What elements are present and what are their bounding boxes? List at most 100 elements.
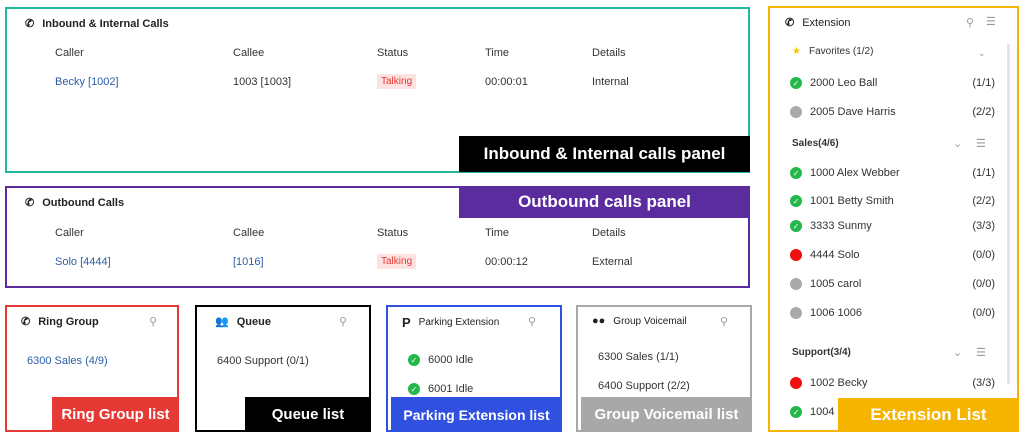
busy-icon	[790, 377, 802, 389]
offline-icon	[790, 278, 802, 290]
panel-title: Parking Extension	[418, 317, 500, 328]
call-details: External	[592, 256, 633, 268]
outbound-panel-label: Outbound calls panel	[459, 186, 750, 218]
call-details: Internal	[592, 76, 629, 88]
extension-list-label: Extension List	[838, 398, 1019, 432]
extension-item[interactable]: 1002 Becky	[790, 377, 867, 389]
item-label: 6001 Idle	[428, 383, 474, 395]
ring-group-label: Ring Group list	[52, 397, 179, 432]
header-status: Status	[377, 47, 409, 59]
phone-icon: ✆	[25, 18, 35, 30]
extension-panel: ✆ Extension ⚲ ☰ ★ Favorites (1/2) ⌄ Sales(…	[768, 6, 1019, 432]
search-icon[interactable]: ⚲	[528, 316, 537, 328]
inbound-panel-label: Inbound & Internal calls panel	[459, 136, 750, 172]
list-item[interactable]: ✓ 6000 Idle	[408, 354, 473, 366]
menu-icon[interactable]: ☰	[976, 138, 986, 150]
phone-icon: ✆	[785, 17, 795, 29]
header-callee: Callee	[233, 227, 265, 239]
extension-name: 4444 Solo	[810, 249, 860, 261]
extension-name: 1006 1006	[810, 307, 862, 319]
call-time: 00:00:12	[485, 256, 528, 268]
extension-name: 2000 Leo Ball	[810, 77, 878, 89]
extension-count: (1/1)	[972, 167, 995, 179]
extension-item[interactable]: 4444 Solo	[790, 249, 860, 261]
header-time: Time	[485, 227, 510, 239]
scrollbar[interactable]	[1007, 44, 1010, 384]
extension-name: 2005 Dave Harris	[810, 106, 896, 118]
extension-count: (0/0)	[972, 278, 995, 290]
users-icon: 👥	[215, 316, 229, 328]
header-details: Details	[592, 47, 626, 59]
offline-icon	[790, 307, 802, 319]
parking-icon: P	[402, 315, 411, 330]
call-callee: 1003 [1003]	[233, 76, 292, 88]
extension-item[interactable]: ✓ 2000 Leo Ball	[790, 77, 877, 89]
extension-count: (0/0)	[972, 307, 995, 319]
panel-title: Outbound Calls	[42, 196, 125, 209]
voicemail-icon: ●●	[592, 315, 606, 327]
extension-count: (0/0)	[972, 249, 995, 261]
header-caller: Caller	[55, 227, 84, 239]
chevron-down-icon[interactable]: ⌄	[953, 138, 963, 150]
chevron-down-icon[interactable]: ⌄	[953, 347, 963, 359]
sales-group[interactable]: Sales(4/6)	[792, 138, 839, 149]
search-icon[interactable]: ⚲	[149, 316, 158, 328]
header-callee: Callee	[233, 47, 265, 59]
inbound-calls-panel: ✆ Inbound & Internal Calls Caller Callee …	[5, 7, 750, 173]
available-icon: ✓	[790, 406, 802, 418]
extension-item[interactable]: ✓ 1000 Alex Webber	[790, 167, 900, 179]
list-item[interactable]: 6400 Support (0/1)	[217, 355, 309, 367]
call-caller[interactable]: Solo [4444]	[55, 256, 111, 268]
extension-item[interactable]: ✓ 1001 Betty Smith	[790, 195, 894, 207]
call-callee: [1016]	[233, 256, 264, 268]
voicemail-label: Group Voicemail list	[581, 397, 752, 432]
call-time: 00:00:01	[485, 76, 528, 88]
busy-icon	[790, 249, 802, 261]
available-icon: ✓	[790, 195, 802, 207]
queue-label: Queue list	[245, 397, 371, 432]
panel-title: Queue	[236, 315, 271, 328]
panel-title: Extension	[802, 16, 851, 29]
available-icon: ✓	[408, 354, 420, 366]
phone-icon: ✆	[21, 316, 31, 328]
support-group[interactable]: Support(3/4)	[792, 347, 851, 358]
menu-icon[interactable]: ☰	[976, 347, 986, 359]
extension-item[interactable]: ✓ 1004	[790, 406, 834, 418]
extension-item[interactable]: 1005 carol	[790, 278, 861, 290]
list-item[interactable]: 6300 Sales (1/1)	[598, 351, 679, 363]
group-title: Favorites (1/2)	[808, 46, 874, 57]
favorites-group[interactable]: ★ Favorites (1/2)	[792, 46, 873, 57]
extension-name: 1000 Alex Webber	[810, 167, 900, 179]
extension-item[interactable]: 2005 Dave Harris	[790, 106, 896, 118]
extension-count: (2/2)	[972, 106, 995, 118]
status-badge: Talking	[377, 254, 417, 269]
list-item[interactable]: 6300 Sales (4/9)	[27, 355, 108, 367]
extension-name: 1005 carol	[810, 278, 862, 290]
extension-name: 1001 Betty Smith	[810, 195, 894, 207]
available-icon: ✓	[790, 220, 802, 232]
extension-count: (2/2)	[972, 195, 995, 207]
item-label: 6000 Idle	[428, 354, 474, 366]
extension-item[interactable]: ✓ 3333 Sunmy	[790, 220, 872, 232]
panel-title: Inbound & Internal Calls	[42, 17, 169, 30]
search-icon[interactable]: ⚲	[720, 316, 729, 328]
available-icon: ✓	[408, 383, 420, 395]
search-icon[interactable]: ⚲	[966, 17, 975, 29]
parking-label: Parking Extension list	[391, 397, 562, 432]
chevron-down-icon[interactable]: ⌄	[978, 48, 986, 58]
list-item[interactable]: 6400 Support (2/2)	[598, 380, 690, 392]
extension-count: (3/3)	[972, 377, 995, 389]
available-icon: ✓	[790, 77, 802, 89]
offline-icon	[790, 106, 802, 118]
list-item[interactable]: ✓ 6001 Idle	[408, 383, 473, 395]
panel-title: Group Voicemail	[613, 315, 687, 327]
header-caller: Caller	[55, 47, 84, 59]
call-caller[interactable]: Becky [1002]	[55, 76, 119, 88]
star-icon: ★	[792, 46, 801, 57]
search-icon[interactable]: ⚲	[339, 316, 348, 328]
available-icon: ✓	[790, 167, 802, 179]
extension-item[interactable]: 1006 1006	[790, 307, 862, 319]
panel-title: Ring Group	[38, 315, 99, 328]
extension-name: 1002 Becky	[810, 377, 868, 389]
filter-settings-icon[interactable]: ☰	[986, 16, 996, 28]
